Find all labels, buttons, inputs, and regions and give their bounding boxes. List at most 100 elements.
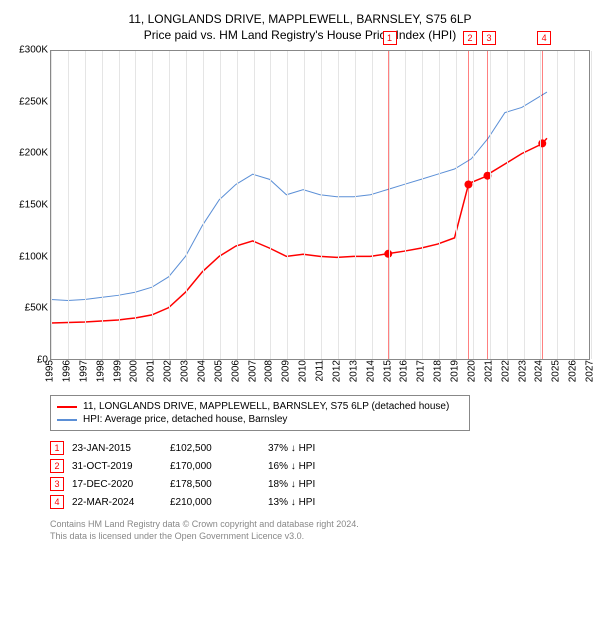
sales-price: £170,000 <box>170 461 260 472</box>
y-tick-label: £50K <box>25 303 48 314</box>
sales-delta: 18% ↓ HPI <box>268 479 358 490</box>
x-tick-label: 2025 <box>551 360 562 382</box>
x-tick-label: 2021 <box>483 360 494 382</box>
sales-marker: 4 <box>50 495 64 509</box>
sales-price: £210,000 <box>170 497 260 508</box>
gridline <box>102 51 103 359</box>
sales-delta: 16% ↓ HPI <box>268 461 358 472</box>
y-axis: £0£50K£100K£150K£200K£250K£300K <box>10 50 50 385</box>
gridline <box>220 51 221 359</box>
gridline <box>473 51 474 359</box>
gridline <box>304 51 305 359</box>
x-tick-label: 2019 <box>450 360 461 382</box>
gridline <box>135 51 136 359</box>
sales-date: 23-JAN-2015 <box>72 443 162 454</box>
x-axis: 1995199619971998199920002001200220032004… <box>50 360 590 385</box>
legend-item: 11, LONGLANDS DRIVE, MAPPLEWELL, BARNSLE… <box>57 400 463 413</box>
gridline <box>456 51 457 359</box>
chart-title-subtitle: Price paid vs. HM Land Registry's House … <box>10 28 590 42</box>
x-tick-label: 1998 <box>95 360 106 382</box>
gridline <box>51 51 52 359</box>
x-tick-label: 2016 <box>399 360 410 382</box>
footer-line-2: This data is licensed under the Open Gov… <box>50 531 590 543</box>
x-tick-label: 2017 <box>416 360 427 382</box>
x-tick-label: 2023 <box>517 360 528 382</box>
gridline <box>574 51 575 359</box>
sales-delta: 37% ↓ HPI <box>268 443 358 454</box>
gridline <box>490 51 491 359</box>
sales-table: 1 23-JAN-2015 £102,500 37% ↓ HPI 2 31-OCT-201… <box>50 439 470 511</box>
sales-row: 3 17-DEC-2020 £178,500 18% ↓ HPI <box>50 475 470 493</box>
x-tick-label: 2026 <box>568 360 579 382</box>
legend-swatch <box>57 406 77 408</box>
gridline <box>557 51 558 359</box>
gridline <box>237 51 238 359</box>
gridline <box>524 51 525 359</box>
x-tick-label: 2013 <box>348 360 359 382</box>
x-tick-label: 2008 <box>264 360 275 382</box>
gridline <box>507 51 508 359</box>
x-tick-label: 2027 <box>585 360 596 382</box>
sales-row: 1 23-JAN-2015 £102,500 37% ↓ HPI <box>50 439 470 457</box>
gridline <box>372 51 373 359</box>
y-tick-label: £200K <box>19 148 48 159</box>
gridline <box>85 51 86 359</box>
sales-date: 31-OCT-2019 <box>72 461 162 472</box>
gridline <box>405 51 406 359</box>
gridline <box>439 51 440 359</box>
chart-container: 11, LONGLANDS DRIVE, MAPPLEWELL, BARNSLE… <box>10 12 590 542</box>
sales-date: 22-MAR-2024 <box>72 497 162 508</box>
gridline <box>254 51 255 359</box>
chart-title-address: 11, LONGLANDS DRIVE, MAPPLEWELL, BARNSLE… <box>10 12 590 26</box>
x-tick-label: 2005 <box>213 360 224 382</box>
sales-marker: 1 <box>50 441 64 455</box>
legend-label: HPI: Average price, detached house, Barn… <box>83 414 287 425</box>
marker-label: 2 <box>463 31 477 45</box>
sales-row: 4 22-MAR-2024 £210,000 13% ↓ HPI <box>50 493 470 511</box>
x-tick-label: 2020 <box>466 360 477 382</box>
gridline <box>338 51 339 359</box>
sales-marker: 2 <box>50 459 64 473</box>
gridline <box>68 51 69 359</box>
sales-price: £178,500 <box>170 479 260 490</box>
x-tick-label: 2015 <box>382 360 393 382</box>
x-tick-label: 2001 <box>146 360 157 382</box>
legend: 11, LONGLANDS DRIVE, MAPPLEWELL, BARNSLE… <box>50 395 470 431</box>
gridline <box>270 51 271 359</box>
gridline <box>355 51 356 359</box>
marker-label: 4 <box>537 31 551 45</box>
x-tick-label: 2009 <box>281 360 292 382</box>
x-tick-label: 2011 <box>315 360 326 382</box>
x-tick-label: 2000 <box>129 360 140 382</box>
plot-area: £0£50K£100K£150K£200K£250K£300K 1234 199… <box>10 50 590 385</box>
footer-line-1: Contains HM Land Registry data © Crown c… <box>50 519 590 531</box>
gridline <box>287 51 288 359</box>
sales-date: 17-DEC-2020 <box>72 479 162 490</box>
gridline <box>152 51 153 359</box>
x-tick-label: 2014 <box>365 360 376 382</box>
x-tick-label: 2024 <box>534 360 545 382</box>
gridline <box>321 51 322 359</box>
sales-marker: 3 <box>50 477 64 491</box>
x-tick-label: 2018 <box>433 360 444 382</box>
marker-label: 1 <box>383 31 397 45</box>
gridline <box>389 51 390 359</box>
legend-swatch <box>57 419 77 421</box>
sales-price: £102,500 <box>170 443 260 454</box>
gridline <box>540 51 541 359</box>
y-tick-label: £100K <box>19 251 48 262</box>
plot-inner: 1234 <box>50 50 590 360</box>
gridline <box>422 51 423 359</box>
x-tick-label: 2003 <box>180 360 191 382</box>
gridline <box>186 51 187 359</box>
sales-delta: 13% ↓ HPI <box>268 497 358 508</box>
legend-item: HPI: Average price, detached house, Barn… <box>57 413 463 426</box>
x-tick-label: 2004 <box>196 360 207 382</box>
x-tick-label: 2006 <box>230 360 241 382</box>
gridline <box>169 51 170 359</box>
x-tick-label: 1997 <box>78 360 89 382</box>
gridline <box>119 51 120 359</box>
x-tick-label: 1995 <box>45 360 56 382</box>
y-tick-label: £150K <box>19 200 48 211</box>
y-tick-label: £250K <box>19 96 48 107</box>
